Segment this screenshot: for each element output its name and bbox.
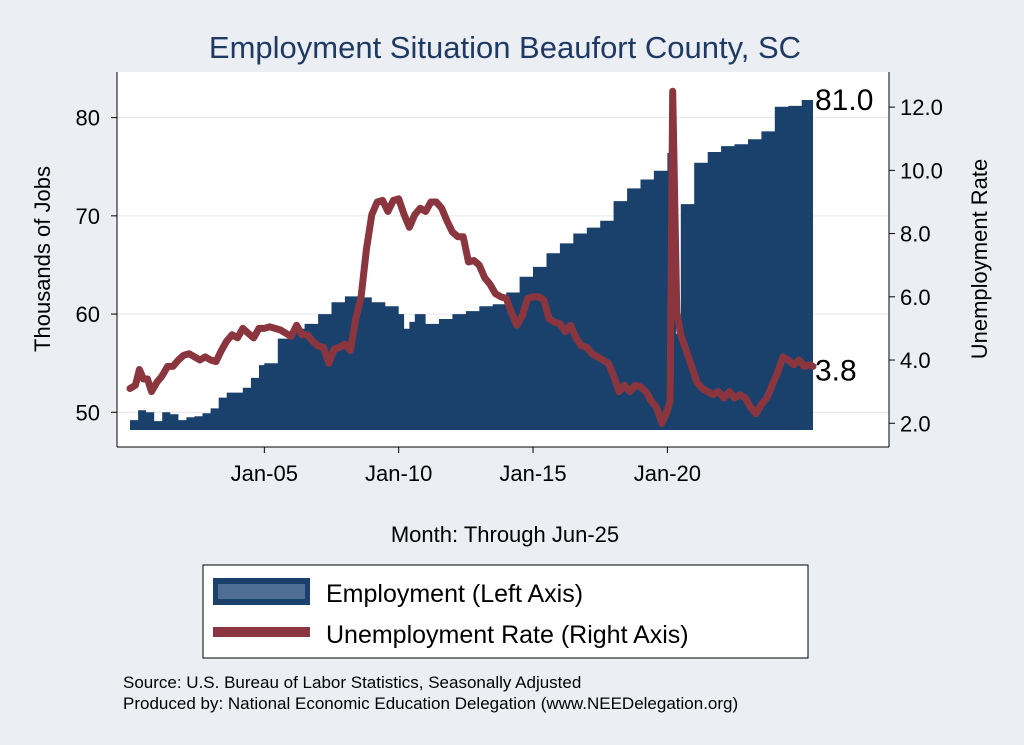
x-tick-label: Jan-15: [499, 461, 566, 486]
x-tick-label: Jan-20: [634, 461, 701, 486]
legend-item-unemployment: Unemployment Rate (Right Axis): [213, 621, 689, 649]
unemployment-end-label: 3.8: [815, 354, 857, 387]
x-axis-title: Month: Through Jun-25: [391, 522, 619, 547]
tick-marks: [111, 106, 895, 453]
legend-item-employment: Employment (Left Axis): [213, 578, 583, 608]
y-right-tick-label: 10.0: [900, 158, 943, 183]
y-left-tick-label: 70: [76, 204, 100, 229]
legend-swatch-unemployment: [213, 627, 310, 637]
chart-title: Employment Situation Beaufort County, SC: [209, 30, 801, 65]
y-right-tick-label: 2.0: [900, 411, 931, 436]
employment-area: [130, 100, 813, 430]
unemployment-line: [126, 87, 817, 427]
y-right-axis-title: Unemployment Rate: [967, 159, 992, 360]
source-note: Source: U.S. Bureau of Labor Statistics,…: [123, 673, 581, 692]
employment-area-layer: [130, 100, 813, 430]
y-left-tick-label: 80: [76, 106, 100, 131]
x-tick-label: Jan-05: [231, 461, 298, 486]
legend-swatch-employment-inner: [218, 584, 305, 599]
employment-end-label: 81.0: [815, 84, 873, 117]
legend-label-unemployment: Unemployment Rate (Right Axis): [326, 621, 689, 649]
x-tick-label: Jan-10: [365, 461, 432, 486]
y-left-tick-label: 50: [76, 400, 100, 425]
unemployment-line-layer: [126, 87, 817, 427]
produced-by-note: Produced by: National Economic Education…: [123, 694, 738, 713]
y-right-tick-label: 12.0: [900, 95, 943, 120]
legend: Employment (Left Axis) Unemployment Rate…: [202, 564, 809, 659]
y-right-tick-label: 8.0: [900, 222, 931, 247]
y-left-axis-title: Thousands of Jobs: [30, 166, 55, 352]
y-right-tick-label: 4.0: [900, 348, 931, 373]
y-left-tick-label: 60: [76, 302, 100, 327]
legend-label-employment: Employment (Left Axis): [326, 580, 583, 608]
y-right-tick-label: 6.0: [900, 285, 931, 310]
